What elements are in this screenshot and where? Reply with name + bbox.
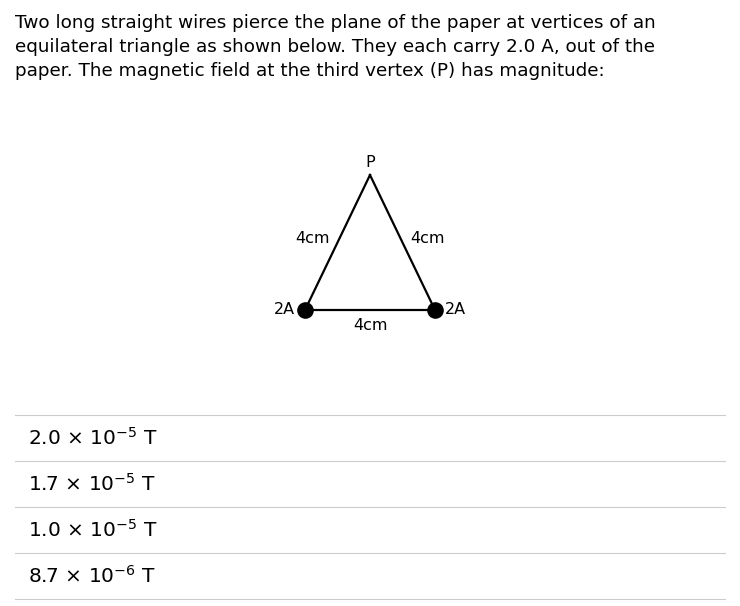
Text: 1.0 × 10$^{-5}$ T: 1.0 × 10$^{-5}$ T [28,519,158,541]
Text: P: P [365,155,375,170]
Text: equilateral triangle as shown below. They each carry 2.0 A, out of the: equilateral triangle as shown below. The… [15,38,655,56]
Text: 1.7 × 10$^{-5}$ T: 1.7 × 10$^{-5}$ T [28,473,156,495]
Text: 8.7 × 10$^{-6}$ T: 8.7 × 10$^{-6}$ T [28,565,156,587]
Text: 4cm: 4cm [353,318,387,333]
Point [429,305,441,315]
Text: 2A: 2A [274,302,295,318]
Text: paper. The magnetic field at the third vertex (P) has magnitude:: paper. The magnetic field at the third v… [15,62,605,80]
Text: 2.0 × 10$^{-5}$ T: 2.0 × 10$^{-5}$ T [28,427,158,449]
Point [299,305,311,315]
Text: 2A: 2A [445,302,466,318]
Text: 4cm: 4cm [411,231,445,246]
Text: 4cm: 4cm [295,231,329,246]
Text: Two long straight wires pierce the plane of the paper at vertices of an: Two long straight wires pierce the plane… [15,14,656,32]
